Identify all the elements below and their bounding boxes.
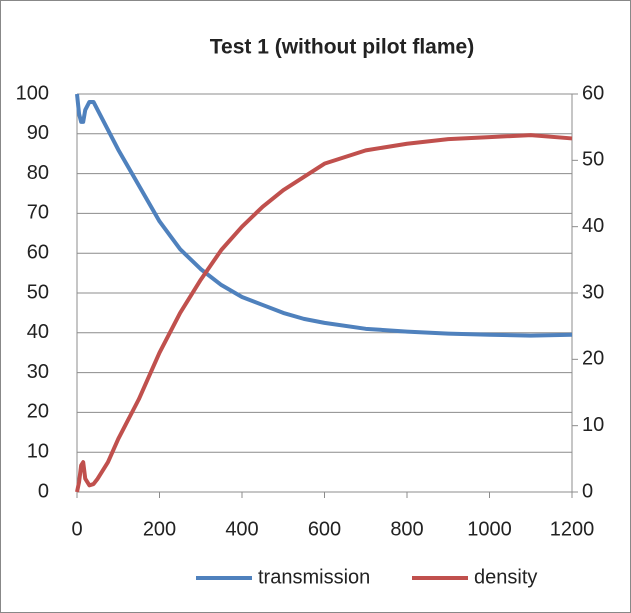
data-line (75, 93, 573, 338)
chart-title: Test 1 (without pilot flame) (210, 36, 474, 59)
y2-tick-label: 40 (582, 215, 604, 237)
x-tick-label: 200 (143, 518, 176, 540)
y-tick-label: 50 (27, 281, 49, 303)
x-tick-label: 800 (390, 518, 423, 540)
data-line (75, 133, 573, 493)
y-tick-label: 40 (27, 321, 49, 343)
x-tick-label: 600 (308, 518, 341, 540)
y2-tick-label: 10 (582, 414, 604, 436)
y-tick-label: 30 (27, 361, 49, 383)
y2-tick-label: 60 (582, 82, 604, 104)
y-tick-label: 70 (27, 202, 49, 224)
y-tick-label: 0 (38, 480, 49, 502)
y-tick-label: 10 (27, 440, 49, 462)
x-tick-label: 400 (225, 518, 258, 540)
x-tick-label: 1000 (467, 518, 512, 540)
legend-label: transmission (258, 566, 370, 588)
y2-tick-label: 0 (582, 480, 593, 502)
y2-tick-label: 30 (582, 281, 604, 303)
y2-tick-label: 50 (582, 149, 604, 171)
y-tick-label: 80 (27, 162, 49, 184)
y-tick-label: 90 (27, 122, 49, 144)
y2-tick-label: 20 (582, 348, 604, 370)
y-tick-label: 60 (27, 241, 49, 263)
y-tick-label: 100 (16, 82, 49, 104)
legend-label: density (474, 566, 537, 588)
x-tick-label: 1200 (550, 518, 595, 540)
y-tick-label: 20 (27, 401, 49, 423)
x-tick-label: 0 (71, 518, 82, 540)
